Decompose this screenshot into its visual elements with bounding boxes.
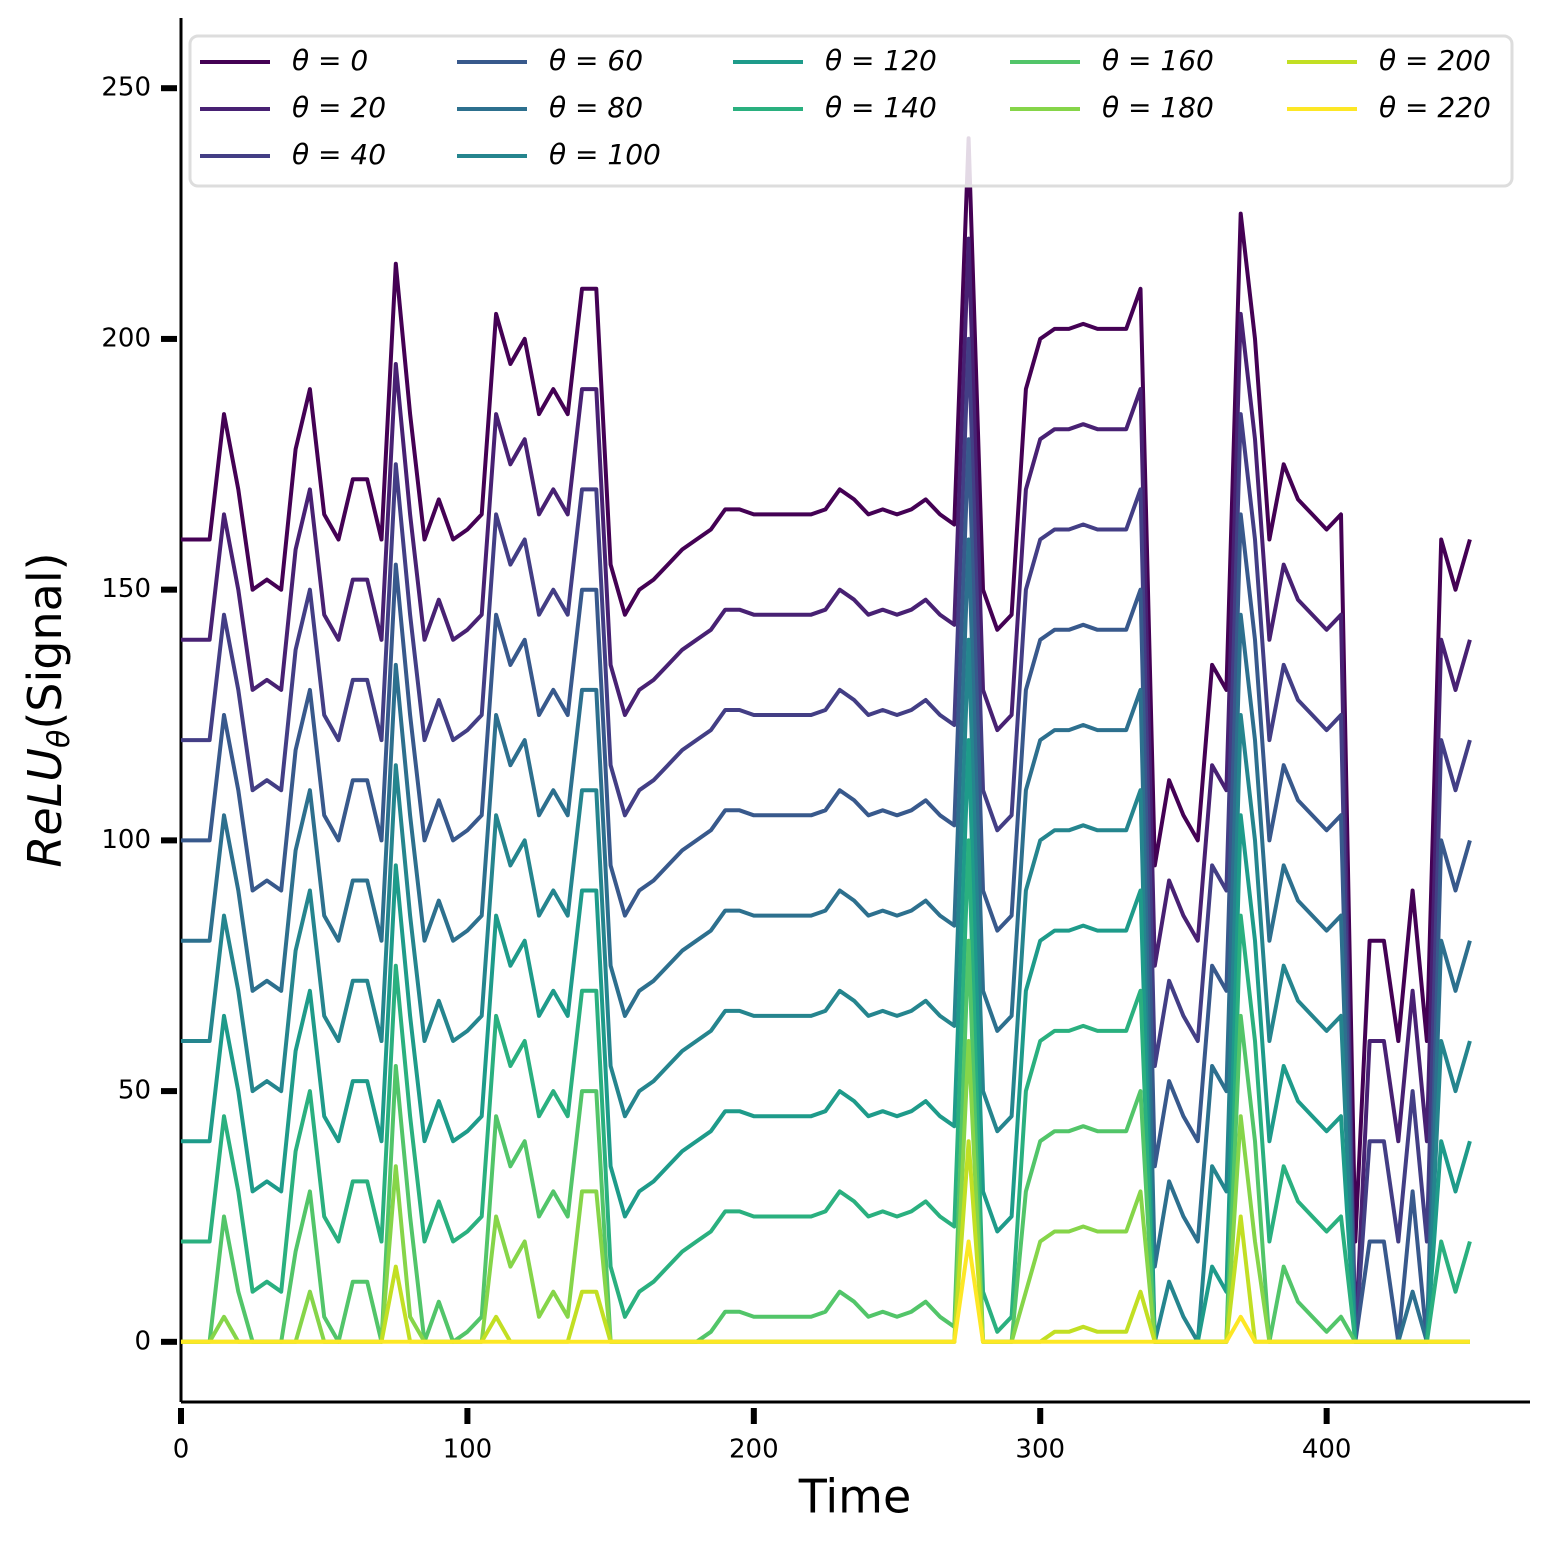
legend-label: θ = 180 <box>1102 91 1214 124</box>
series-line <box>181 537 1472 1344</box>
y-tick-label: 0 <box>134 1326 151 1356</box>
y-tick-label: 50 <box>118 1076 151 1106</box>
series-line <box>181 336 1472 1344</box>
legend-label: θ = 160 <box>1102 44 1214 77</box>
x-axis-label: Time <box>798 1470 912 1524</box>
legend-box <box>188 34 1514 188</box>
series-line <box>181 637 1472 1344</box>
legend-label: θ = 40 <box>292 138 386 171</box>
y-tick-label: 150 <box>101 574 151 604</box>
series-line <box>181 738 1472 1344</box>
y-label-main: ReLU <box>18 748 72 868</box>
series-line <box>181 236 1472 1344</box>
series-line <box>181 437 1472 1344</box>
y-label-sub: θ <box>42 730 77 748</box>
legend-label: θ = 20 <box>292 91 386 124</box>
legend-label: θ = 220 <box>1379 91 1491 124</box>
y-tick-label: 200 <box>101 323 151 353</box>
legend-label: θ = 0 <box>292 44 368 77</box>
y-label-tail: (Signal) <box>18 552 72 729</box>
y-tick-label: 250 <box>101 73 151 103</box>
series-line <box>181 838 1472 1344</box>
x-tick-label: 300 <box>1015 1435 1065 1465</box>
legend-label: θ = 140 <box>825 91 937 124</box>
legend-label: θ = 120 <box>825 44 937 77</box>
y-axis-label: ReLUθ(Signal) <box>18 552 77 867</box>
series-line <box>181 136 1472 1244</box>
x-tick-label: 400 <box>1302 1435 1352 1465</box>
series-line <box>181 938 1470 1344</box>
x-tick-label: 200 <box>729 1435 779 1465</box>
legend-label: θ = 100 <box>549 138 661 171</box>
legend-label: θ = 200 <box>1379 44 1491 77</box>
y-tick-label: 100 <box>101 825 151 855</box>
legend-label: θ = 60 <box>549 44 643 77</box>
legend-label: θ = 80 <box>549 91 643 124</box>
x-tick-label: 100 <box>443 1435 493 1465</box>
x-tick-label: 0 <box>173 1435 190 1465</box>
series-line <box>181 1239 1470 1344</box>
